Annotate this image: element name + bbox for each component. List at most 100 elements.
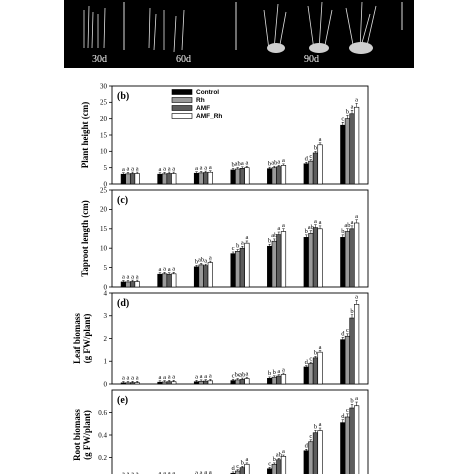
significance-letter: a [159, 166, 162, 173]
significance-letter: c [232, 372, 235, 379]
bar-Control [267, 468, 273, 474]
significance-letter: b [231, 162, 234, 169]
y-axis-title: Leaf biomass(g FW/plant) [72, 313, 92, 364]
bar-Control [120, 382, 126, 385]
y-tick-label: 10 [100, 245, 108, 253]
significance-letter: a [131, 471, 134, 474]
bar-AMF_Rh [354, 106, 360, 185]
photo-background [64, 0, 414, 68]
y-tick-label: 0 [104, 380, 108, 388]
bar-Control [267, 168, 273, 185]
significance-letter: b [268, 237, 271, 244]
day-label-90d: 90d [304, 54, 319, 65]
bar-Rh [344, 335, 351, 385]
significance-letter: a [319, 344, 322, 351]
significance-letter: a [209, 469, 212, 474]
plant-silhouettes [83, 1, 377, 53]
bar-AMF_Rh [134, 382, 140, 385]
significance-letter: c [232, 245, 235, 252]
bar-Rh [308, 233, 314, 288]
significance-letter: a [209, 164, 212, 171]
bar-Rh [344, 118, 351, 185]
day-label-60d: 60d [176, 54, 191, 65]
significance-letter: b [305, 228, 308, 235]
bar-AMF [239, 168, 245, 185]
significance-letter: a [282, 157, 285, 164]
y-tick-label: 3 [104, 312, 108, 320]
bar-Rh [344, 231, 351, 288]
significance-letter: a [163, 470, 166, 474]
bar-AMF [312, 227, 319, 288]
bar-AMF_Rh [244, 378, 250, 385]
bar-AMF [239, 379, 245, 385]
significance-letter: b [268, 160, 271, 167]
bar-Rh [271, 376, 277, 385]
bar-Control [157, 173, 163, 185]
significance-letter: a [168, 374, 171, 381]
bar-AMF_Rh [244, 242, 250, 288]
y-tick-label: 0.2 [98, 454, 107, 462]
significance-letter: a [319, 219, 322, 226]
plant-30d [83, 5, 106, 49]
plant-90d-2 [307, 1, 333, 51]
bar-Control [157, 273, 163, 288]
legend-label-AMF: AMF [196, 105, 210, 112]
bar-AMF [166, 381, 172, 385]
bar-Rh [161, 381, 168, 385]
bar-AMF_Rh [207, 380, 213, 385]
y-tick-label: 0.4 [98, 431, 107, 439]
significance-letter: ab [271, 159, 277, 166]
significance-letter: c [346, 327, 349, 334]
bar-Rh [271, 167, 277, 185]
significance-letter: b [195, 259, 198, 266]
significance-letter: a [168, 470, 171, 474]
bar-Rh [235, 251, 241, 288]
significance-letter: d [341, 413, 345, 420]
significance-letter: a [122, 274, 125, 281]
bar-AMF [276, 375, 282, 385]
significance-letter: d [341, 331, 345, 338]
significance-letter: a [136, 471, 139, 474]
bar-AMF_Rh [134, 173, 140, 185]
significance-letter: a [282, 366, 285, 373]
y-tick-label: 25 [100, 186, 108, 194]
bar-Control [340, 124, 346, 185]
bar-AMF_Rh [354, 222, 360, 288]
root-balls [267, 42, 373, 54]
significance-letter: a [195, 470, 198, 474]
bar-AMF [129, 173, 136, 185]
significance-letter: a [282, 222, 285, 229]
bar-Rh [125, 382, 131, 385]
bar-Control [193, 172, 200, 185]
y-tick-label: 0 [104, 283, 108, 291]
significance-letter: a [245, 370, 248, 377]
significance-letter: a [204, 373, 207, 380]
bar-Control [340, 422, 346, 474]
bar-Control [340, 339, 346, 385]
y-axis-title: Root biomass(g FW/plant) [72, 409, 92, 461]
y-tick-label: 1 [104, 358, 108, 366]
significance-letter: a [351, 219, 354, 226]
plant-90d-3 [345, 1, 377, 51]
bar-Rh [198, 172, 204, 185]
significance-letter: d [305, 359, 309, 366]
panel-tag: (d) [117, 298, 129, 309]
significance-letter: b [314, 145, 317, 152]
significance-letter: a [314, 218, 317, 225]
significance-letter: a [277, 368, 280, 375]
panel-tag: (c) [117, 195, 128, 206]
bar-Control [230, 169, 236, 185]
legend-swatch-AMF [171, 105, 193, 111]
y-tick-label: 30 [100, 82, 108, 90]
bar-Rh [235, 168, 241, 185]
significance-letter: a [163, 266, 166, 273]
significance-letter: a [131, 374, 134, 381]
day-label-30d: 30d [92, 54, 107, 65]
bar-AMF [203, 380, 209, 385]
bar-Rh [308, 160, 314, 185]
significance-letter: a [168, 266, 171, 273]
